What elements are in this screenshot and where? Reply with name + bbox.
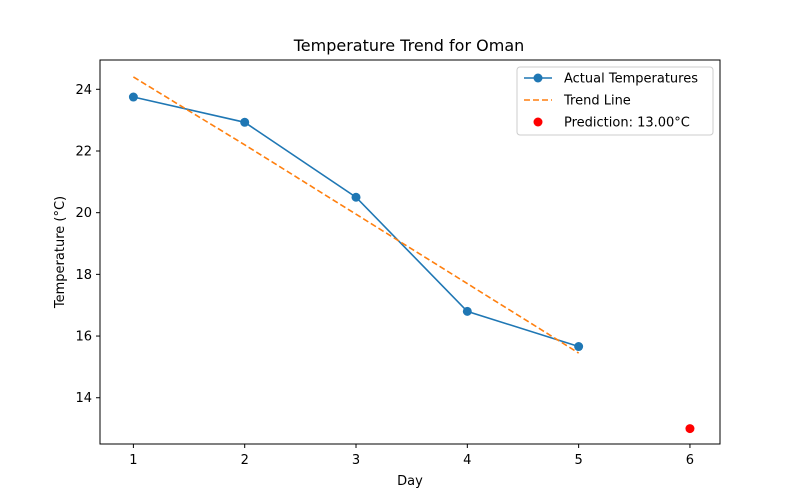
- legend-marker-prediction: [533, 117, 543, 127]
- actual-point: [128, 92, 138, 102]
- x-tick-label: 6: [686, 453, 694, 468]
- x-axis: 1 2 3 4 5 6: [129, 444, 694, 468]
- legend-label: Prediction: 13.00°C: [564, 116, 690, 131]
- prediction-point: [685, 424, 695, 434]
- y-tick-label: 18: [75, 268, 92, 283]
- x-axis-title: Day: [397, 474, 423, 489]
- y-tick-label: 16: [75, 330, 92, 345]
- legend-label: Actual Temperatures: [564, 72, 698, 87]
- series-line-trend: [132, 76, 580, 354]
- y-axis-title: Temperature (°C): [53, 196, 68, 309]
- actual-point: [462, 306, 472, 316]
- legend: Actual Temperatures Trend Line Prediction:…: [516, 66, 714, 136]
- x-tick-label: 3: [352, 453, 360, 468]
- plot-frame: [99, 59, 721, 445]
- x-tick-label: 5: [574, 453, 582, 468]
- x-tick-label: 1: [129, 453, 137, 468]
- actual-point: [574, 342, 584, 352]
- x-tick-label: 4: [463, 453, 471, 468]
- x-tick-label: 2: [241, 453, 249, 468]
- actual-point: [240, 117, 250, 127]
- y-tick-label: 24: [75, 83, 92, 98]
- actual-point: [351, 192, 361, 202]
- legend-marker-actual: [533, 73, 543, 83]
- series-line-actual: [133, 96, 579, 348]
- y-tick-label: 22: [75, 144, 92, 159]
- legend-label: Trend Line: [563, 94, 631, 109]
- y-axis: 14 16 18 20 22 24: [75, 83, 100, 406]
- y-tick-label: 14: [75, 391, 92, 406]
- legend-box: [516, 66, 714, 136]
- plot-area: [128, 76, 695, 434]
- y-tick-label: 20: [75, 206, 92, 221]
- chart-title: Temperature Trend for Oman: [293, 36, 525, 55]
